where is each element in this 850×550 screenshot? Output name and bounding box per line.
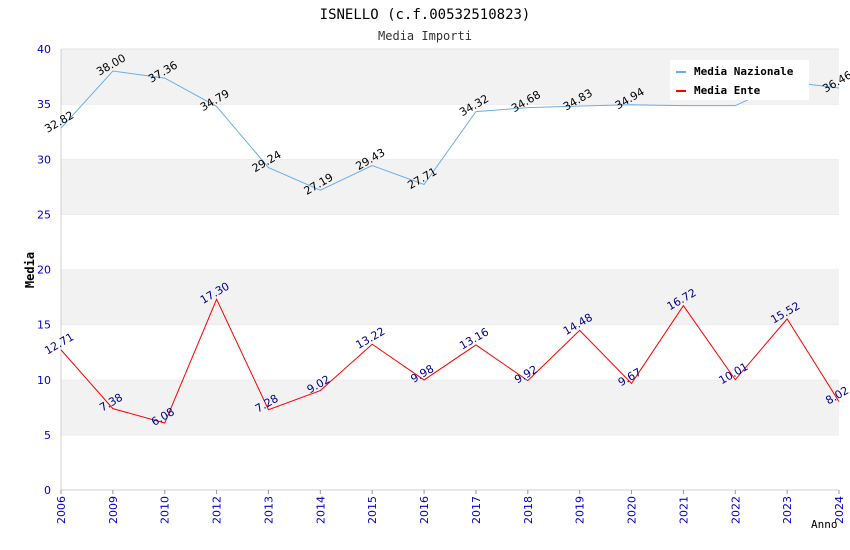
grid-band (61, 214, 839, 270)
y-tick-label: 30 (37, 153, 51, 166)
grid-band (61, 159, 839, 215)
x-tick-label: 2021 (677, 496, 690, 524)
x-tick-label: 2012 (211, 496, 224, 524)
legend-box (670, 60, 809, 100)
y-tick-label: 20 (37, 264, 51, 277)
y-tick-label: 25 (37, 208, 51, 221)
legend-label-ente: Media Ente (694, 84, 761, 97)
grid-band (61, 104, 839, 160)
y-tick-label: 40 (37, 43, 51, 56)
x-axis-label: Anno (811, 518, 838, 531)
x-tick-label: 2013 (262, 496, 275, 524)
grid-band (61, 324, 839, 380)
x-tick-label: 2018 (522, 496, 535, 524)
grid-band (61, 379, 839, 435)
y-axis-label: Media (23, 252, 37, 288)
chart-title: ISNELLO (c.f.00532510823) (320, 7, 531, 23)
legend-label-nazionale: Media Nazionale (694, 65, 794, 78)
y-tick-label: 15 (37, 319, 51, 332)
chart-subtitle: Media Importi (378, 29, 472, 43)
x-axis-ticks: 2006 2009 2010 2012 2013 2014 2015 2016 2017 2018… (55, 490, 846, 524)
x-tick-label: 2015 (366, 496, 379, 524)
legend: Media Nazionale Media Ente (670, 60, 809, 100)
y-axis-ticks: 0 5 10 15 20 25 30 35 40 (37, 43, 51, 497)
x-tick-label: 2023 (781, 496, 794, 524)
y-tick-label: 5 (44, 429, 51, 442)
x-tick-label: 2016 (418, 496, 431, 524)
series-lines (60, 70, 840, 424)
series-line-media-ente (60, 298, 840, 424)
y-tick-label: 10 (37, 374, 51, 387)
x-tick-label: 2022 (729, 496, 742, 524)
x-tick-label: 2020 (626, 496, 639, 524)
x-tick-label: 2024 (833, 496, 846, 524)
y-tick-label: 35 (37, 98, 51, 111)
x-tick-label: 2009 (107, 496, 120, 524)
x-tick-label: 2014 (314, 496, 327, 524)
axes (60, 49, 839, 491)
x-tick-label: 2019 (574, 496, 587, 524)
grid-bands (61, 48, 839, 490)
x-tick-label: 2010 (159, 496, 172, 524)
x-tick-label: 2017 (470, 496, 483, 524)
x-tick-label: 2006 (55, 496, 68, 524)
y-tick-label: 0 (44, 484, 51, 497)
series-line-media-nazionale (60, 70, 840, 191)
grid-band (61, 434, 839, 490)
grid-band (61, 269, 839, 325)
